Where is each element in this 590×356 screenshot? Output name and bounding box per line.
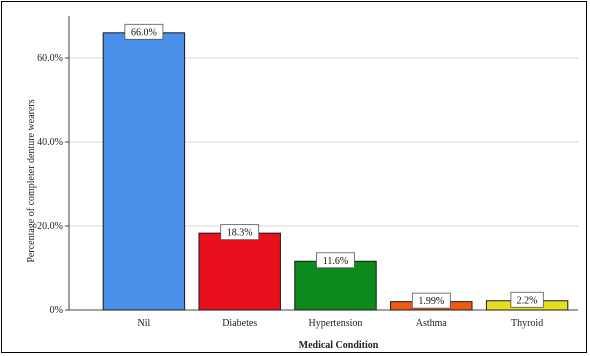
y-tick-label: 20.0%: [37, 221, 63, 232]
data-label-box: [220, 224, 260, 241]
data-label-box: [124, 23, 164, 40]
bar-hypertension: [294, 260, 377, 311]
data-label: 1.99%: [418, 296, 444, 307]
bar-nil: [102, 32, 186, 311]
data-label-box: [316, 252, 355, 269]
x-tick-label: Thyroid: [511, 318, 543, 329]
x-tick-label: Diabetes: [222, 318, 257, 329]
x-axis-title: Medical Condition: [299, 340, 379, 351]
data-label: 66.0%: [131, 27, 157, 38]
bar-diabetes: [198, 232, 281, 311]
y-axis-title: Percentage of completer denture wearers: [26, 99, 37, 262]
data-label: 18.3%: [227, 228, 253, 239]
bars: [102, 32, 569, 311]
y-tick-label: 0%: [50, 305, 63, 316]
x-tick-label: Nil: [138, 318, 151, 329]
x-tick-label: Hypertension: [309, 318, 363, 329]
data-label: 11.6%: [323, 256, 348, 267]
data-labels: 66.0% 18.3% 11.6% 1.99% 2.2%: [124, 23, 544, 309]
data-label-box: [510, 291, 544, 308]
data-label: 2.2%: [517, 295, 538, 306]
y-tick-label: 60.0%: [37, 53, 63, 64]
y-tick-label: 40.0%: [37, 137, 63, 148]
x-tick-label: Asthma: [416, 318, 448, 329]
data-label-box: [411, 292, 451, 309]
